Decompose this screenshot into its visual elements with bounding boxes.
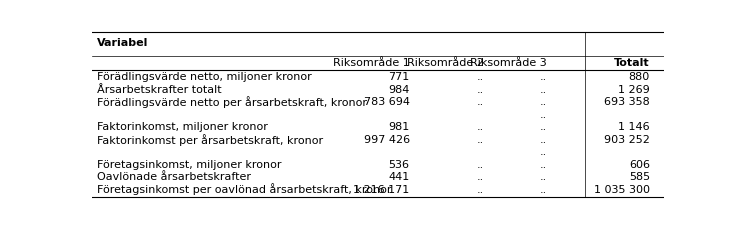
- Text: 1 146: 1 146: [618, 122, 650, 132]
- Text: 606: 606: [629, 160, 650, 170]
- Text: ..: ..: [539, 85, 547, 95]
- Text: ..: ..: [477, 72, 484, 82]
- Text: 997 426: 997 426: [364, 135, 410, 145]
- Text: Riksområde 3: Riksområde 3: [470, 58, 547, 68]
- Text: ..: ..: [477, 172, 484, 182]
- Text: Riksområde 2: Riksområde 2: [407, 58, 484, 68]
- Text: ..: ..: [477, 97, 484, 107]
- Text: 903 252: 903 252: [604, 135, 650, 145]
- Text: ..: ..: [539, 172, 547, 182]
- Text: ..: ..: [539, 160, 547, 170]
- Text: 984: 984: [388, 85, 410, 95]
- Text: 693 358: 693 358: [604, 97, 650, 107]
- Text: Totalt: Totalt: [614, 58, 650, 68]
- Text: Variabel: Variabel: [97, 38, 148, 48]
- Text: 1 035 300: 1 035 300: [594, 184, 650, 194]
- Text: 1 269: 1 269: [618, 85, 650, 95]
- Text: ..: ..: [539, 184, 547, 194]
- Text: ..: ..: [539, 110, 547, 120]
- Text: 585: 585: [629, 172, 650, 182]
- Text: Faktorinkomst per årsarbetskraft, kronor: Faktorinkomst per årsarbetskraft, kronor: [97, 134, 323, 146]
- Text: 880: 880: [629, 72, 650, 82]
- Text: 783 694: 783 694: [364, 97, 410, 107]
- Text: ..: ..: [539, 72, 547, 82]
- Text: ..: ..: [477, 135, 484, 145]
- Text: 981: 981: [388, 122, 410, 132]
- Text: 771: 771: [388, 72, 410, 82]
- Text: ..: ..: [539, 147, 547, 157]
- Text: ..: ..: [477, 184, 484, 194]
- Text: Oavlönade årsarbetskrafter: Oavlönade årsarbetskrafter: [97, 172, 251, 182]
- Text: Årsarbetskrafter totalt: Årsarbetskrafter totalt: [97, 85, 221, 95]
- Text: Faktorinkomst, miljoner kronor: Faktorinkomst, miljoner kronor: [97, 122, 268, 132]
- Text: Företagsinkomst per oavlönad årsarbetskraft, kronor: Företagsinkomst per oavlönad årsarbetskr…: [97, 184, 391, 196]
- Text: ..: ..: [539, 122, 547, 132]
- Text: ..: ..: [539, 135, 547, 145]
- Text: ..: ..: [477, 122, 484, 132]
- Text: ..: ..: [477, 160, 484, 170]
- Text: ..: ..: [539, 97, 547, 107]
- Text: Förädlingsvärde netto, miljoner kronor: Förädlingsvärde netto, miljoner kronor: [97, 72, 311, 82]
- Text: Riksområde 1: Riksområde 1: [333, 58, 410, 68]
- Text: 441: 441: [388, 172, 410, 182]
- Text: 536: 536: [389, 160, 410, 170]
- Text: 1 216 171: 1 216 171: [354, 184, 410, 194]
- Text: ..: ..: [477, 85, 484, 95]
- Text: Förädlingsvärde netto per årsarbetskraft, kronor: Förädlingsvärde netto per årsarbetskraft…: [97, 96, 367, 108]
- Text: Företagsinkomst, miljoner kronor: Företagsinkomst, miljoner kronor: [97, 160, 281, 170]
